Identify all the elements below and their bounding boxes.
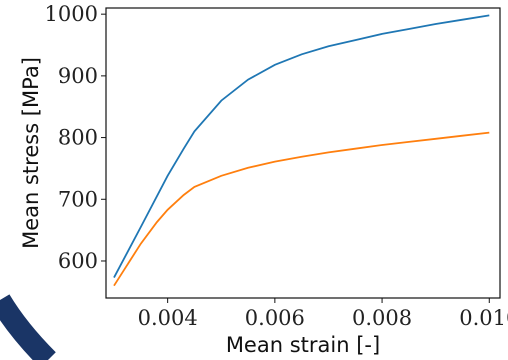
plot-frame: [105, 7, 501, 299]
y-tick-label: 1000: [45, 2, 98, 26]
x-tick-label: 0.004: [138, 306, 198, 330]
series-line-2: [113, 131, 490, 287]
x-axis-label: Mean strain [-]: [226, 333, 380, 357]
y-tick-label: 600: [58, 249, 98, 273]
x-tick-label: 0.006: [245, 306, 305, 330]
decorative-arc: [0, 294, 56, 360]
x-tick-label: 0.008: [352, 306, 412, 330]
series-line-1: [113, 14, 490, 279]
y-tick-label: 900: [58, 64, 98, 88]
x-axis-ticks: 0.004 0.006 0.008 0.010: [138, 298, 508, 330]
series-lines: [113, 14, 490, 287]
x-tick-label: 0.010: [459, 306, 508, 330]
y-tick-label: 800: [58, 126, 98, 150]
y-axis-label: Mean stress [MPa]: [19, 57, 43, 249]
y-tick-label: 700: [58, 187, 98, 211]
y-axis-ticks: 600 700 800 900 1000: [45, 2, 106, 273]
